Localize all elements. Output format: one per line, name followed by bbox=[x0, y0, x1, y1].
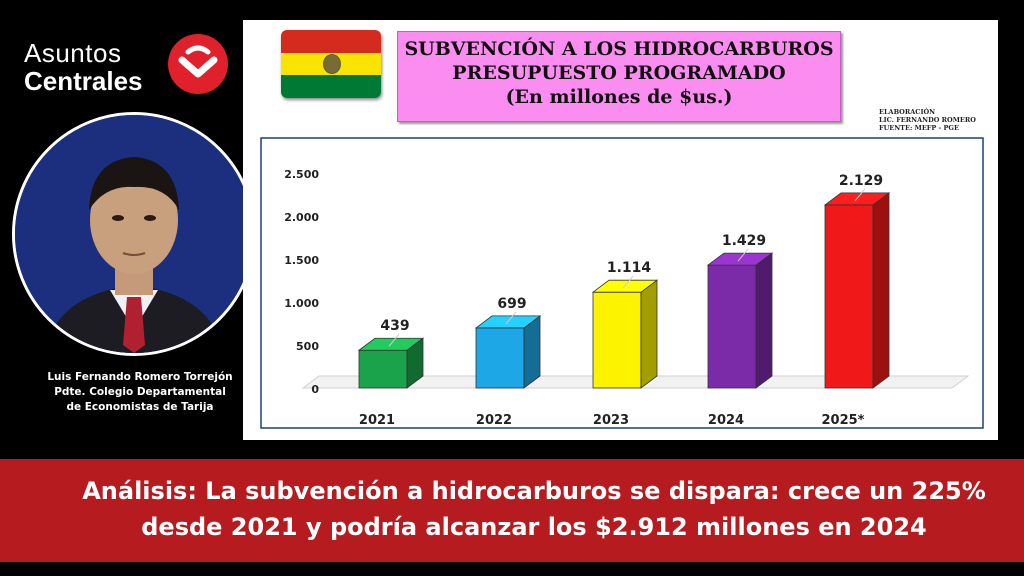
y-tick-label: 1.500 bbox=[284, 254, 319, 267]
bar-value-label: 439 bbox=[380, 318, 409, 334]
author-photo bbox=[12, 112, 256, 356]
value-leader-line bbox=[854, 188, 866, 202]
author-name: Luis Fernando Romero Torrejón bbox=[47, 371, 233, 383]
x-tick-label: 2022 bbox=[476, 413, 512, 428]
bar-value-label: 2.129 bbox=[839, 173, 883, 189]
bar-2023: 1.114 bbox=[591, 260, 659, 389]
headline-line2: desde 2021 y podría alcanzar los $2.912 … bbox=[141, 513, 927, 541]
chart-subtitle: PRESUPUESTO PROGRAMADO bbox=[452, 62, 786, 84]
y-tick-label: 2.000 bbox=[284, 211, 319, 224]
credit-author: LIC. FERNANDO ROMERO bbox=[879, 116, 976, 124]
x-tick-label: 2023 bbox=[593, 413, 629, 428]
bar-2024: 1.429 bbox=[706, 233, 774, 389]
bar-front bbox=[592, 291, 642, 389]
chart-title-box: SUBVENCIÓN A LOS HIDROCARBUROS PRESUPUES… bbox=[397, 31, 841, 122]
bar-2025: 2.129 bbox=[823, 173, 891, 389]
bar-2021: 439 bbox=[357, 318, 425, 389]
chart-title: SUBVENCIÓN A LOS HIDROCARBUROS bbox=[404, 38, 834, 60]
headline-line1: Análisis: La subvención a hidrocarburos … bbox=[82, 477, 986, 505]
chart-credits: ELABORACIÓN LIC. FERNANDO ROMERO FUENTE:… bbox=[879, 108, 976, 132]
bar-side bbox=[872, 192, 890, 389]
bar-side bbox=[755, 252, 773, 389]
y-tick-label: 500 bbox=[296, 340, 319, 353]
value-leader-line bbox=[737, 248, 749, 262]
chart-panel: SUBVENCIÓN A LOS HIDROCARBUROS PRESUPUES… bbox=[243, 20, 998, 440]
value-leader-line bbox=[505, 311, 517, 325]
author-caption: Luis Fernando Romero Torrejón Pdte. Cole… bbox=[20, 370, 260, 415]
bar-front bbox=[824, 204, 874, 389]
bar-front bbox=[358, 349, 408, 389]
bar-side bbox=[640, 279, 658, 389]
y-tick-label: 2.500 bbox=[284, 168, 319, 181]
x-axis: 2021 2022 2023 2024 2025* bbox=[359, 413, 865, 428]
bar-value-label: 1.114 bbox=[607, 260, 652, 276]
y-tick-label: 0 bbox=[311, 383, 319, 396]
brand-mark-icon bbox=[168, 34, 228, 94]
x-tick-label: 2021 bbox=[359, 413, 395, 428]
bar-chart: 0 500 1.000 1.500 2.000 2.500 439 699 1.114 1.42… bbox=[260, 137, 984, 429]
credit-elaboracion: ELABORACIÓN bbox=[879, 108, 936, 116]
author-role-line2: de Economistas de Tarija bbox=[66, 401, 214, 413]
value-leader-line bbox=[622, 275, 634, 289]
brand-name-line2: Centrales bbox=[24, 66, 143, 96]
brand-logo: Asuntos Centrales bbox=[20, 32, 240, 102]
brand-name-line1: Asuntos bbox=[24, 38, 122, 68]
x-tick-label: 2024 bbox=[708, 413, 744, 428]
chart-unit: (En millones de $us.) bbox=[505, 86, 733, 108]
author-role-line1: Pdte. Colegio Departamental bbox=[54, 386, 226, 398]
value-leader-line bbox=[388, 333, 400, 347]
bar-2022: 699 bbox=[474, 296, 542, 389]
bar-value-label: 1.429 bbox=[722, 233, 766, 249]
headline: Análisis: La subvención a hidrocarburos … bbox=[44, 473, 1024, 545]
bar-side bbox=[523, 315, 541, 389]
headline-banner bbox=[0, 459, 1024, 562]
bars: 439 699 1.114 1.429 2.129 bbox=[357, 173, 891, 389]
credit-source: FUENTE: MEFP - PGE bbox=[879, 124, 959, 132]
bar-front bbox=[475, 327, 525, 389]
x-tick-label: 2025* bbox=[822, 413, 865, 428]
bar-front bbox=[707, 264, 757, 389]
y-axis: 0 500 1.000 1.500 2.000 2.500 bbox=[284, 168, 319, 396]
bar-value-label: 699 bbox=[497, 296, 526, 312]
coat-of-arms-icon bbox=[323, 53, 341, 74]
bolivia-flag-icon bbox=[281, 30, 381, 98]
y-tick-label: 1.000 bbox=[284, 297, 319, 310]
